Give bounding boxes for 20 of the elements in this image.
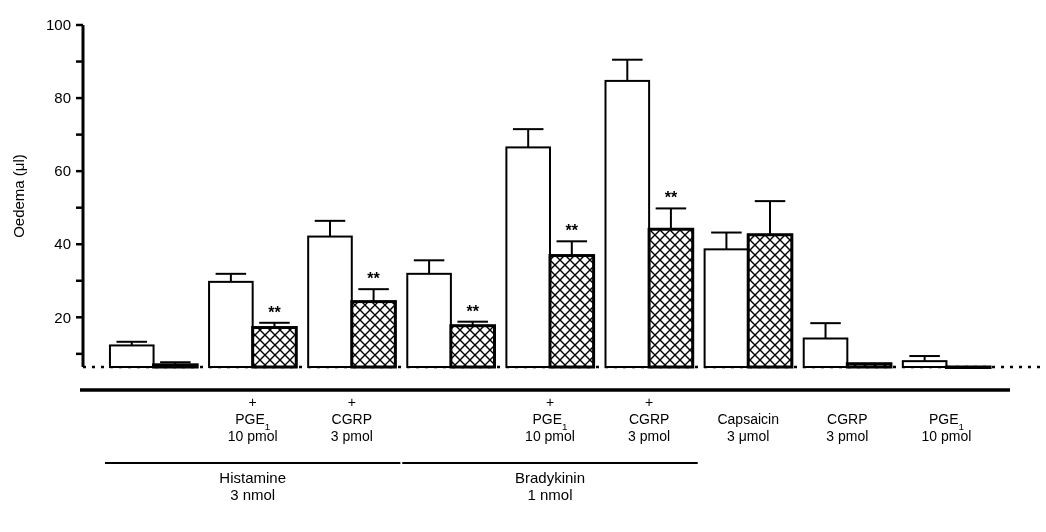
- x-tick-label: + PGE$_{1}$ 10 pmol: [227, 394, 278, 444]
- y-tick-label: 80: [54, 89, 71, 107]
- y-tick-label: 60: [54, 162, 71, 180]
- data-label: **: [565, 222, 579, 240]
- data-label: **: [367, 270, 381, 288]
- data-label: **: [664, 189, 678, 207]
- y-tick-label: 40: [54, 235, 71, 253]
- text: Histamine 3 nmol: [219, 469, 287, 503]
- text: Bradykinin 1 nmol: [514, 469, 586, 503]
- y-axis-title: Oedema (μl): [10, 154, 27, 238]
- x-tick-label: PGE$_{1}$ 10 pmol: [921, 411, 972, 444]
- y-tick-label: 20: [54, 308, 71, 326]
- x-tick-label: + PGE$_{1}$ 10 pmol: [525, 394, 575, 444]
- x-tick-label: + CGRP 3 pmol: [330, 394, 373, 444]
- y-tick-label: 100: [45, 16, 71, 34]
- data-label: **: [466, 302, 480, 320]
- data-label: **: [268, 303, 282, 321]
- x-tick-label: CGRP 3 pmol: [826, 411, 869, 444]
- x-tick-label: Capsaicin 3 μmol: [717, 411, 779, 444]
- x-tick-label: + CGRP 3 pmol: [628, 394, 671, 444]
